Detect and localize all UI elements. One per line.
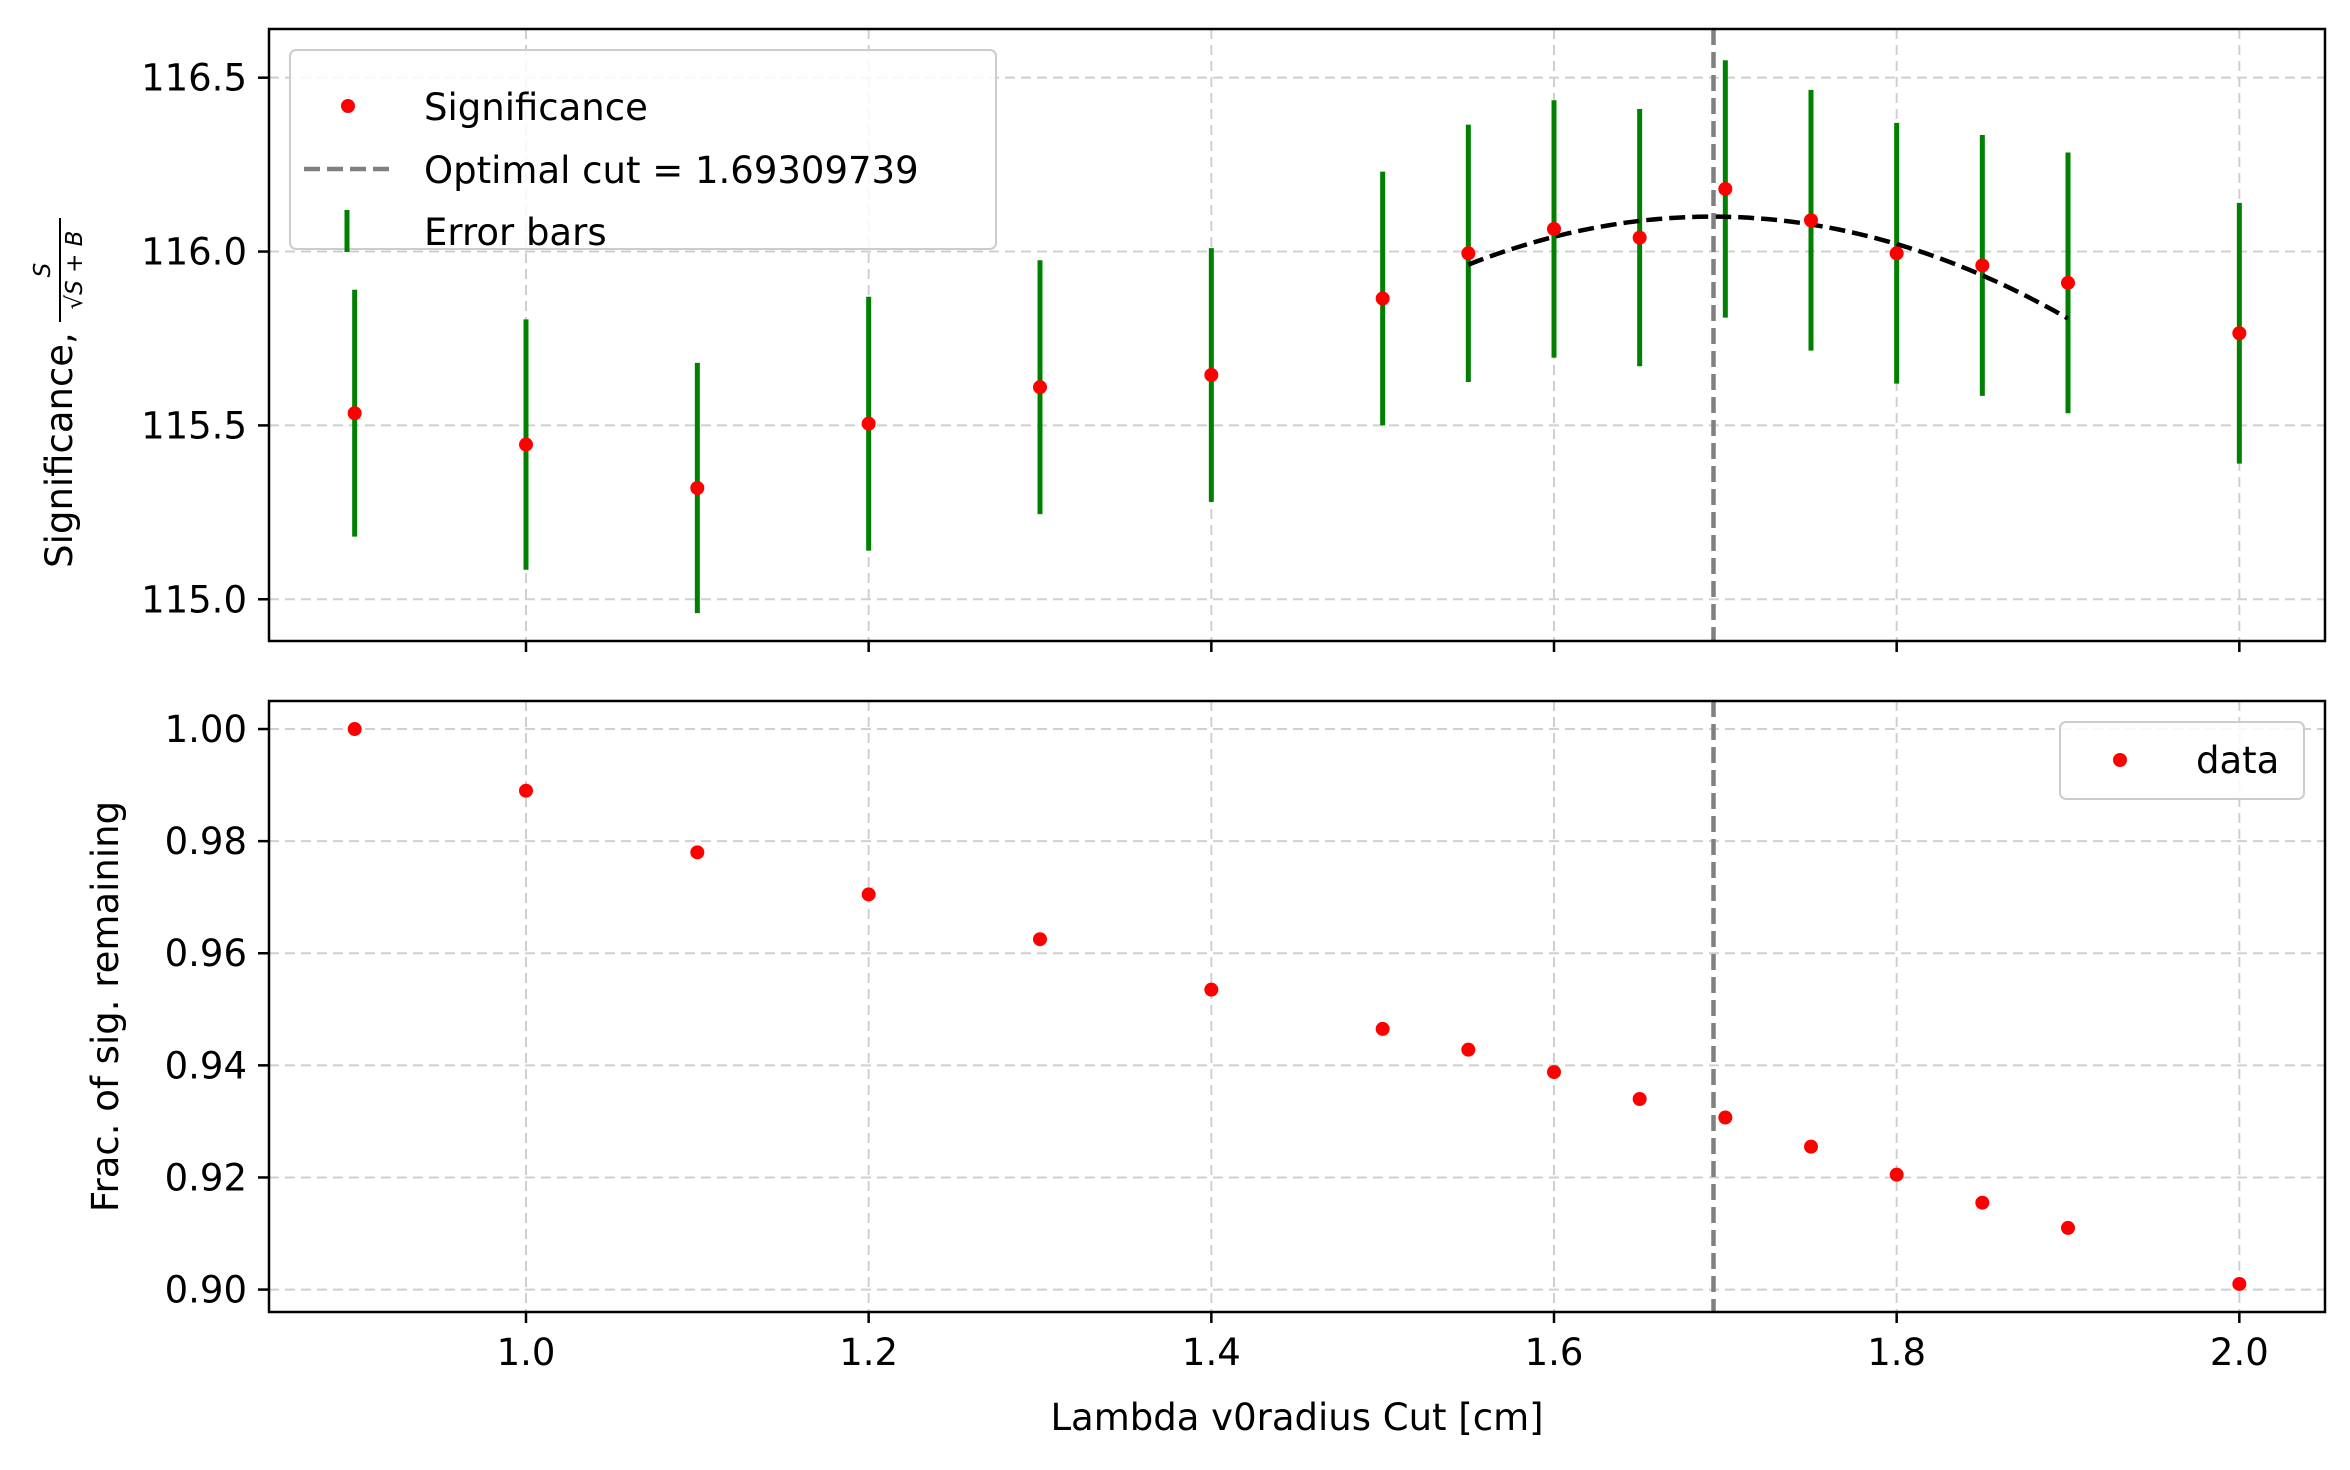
fraction-panel: 1.0 1.2 1.4 1.6 1.8 2.0 0.90 0.92 0.94 0.96 0.98 1.… — [84, 699, 2327, 1439]
data-point — [690, 481, 705, 495]
y-tick-label: 115.5 — [141, 404, 247, 447]
x-tick-label: 1.8 — [1867, 1331, 1926, 1374]
y-tick-label: 0.94 — [165, 1044, 247, 1087]
data-point — [1375, 1021, 1390, 1036]
data-point — [519, 783, 533, 798]
legend-box — [289, 49, 997, 250]
y-tick-label: 0.96 — [165, 932, 247, 975]
data-point — [347, 722, 362, 737]
x-tick-label: 2.0 — [2210, 1331, 2269, 1374]
legend-label-optimal-cut: Optimal cut = 1.69309739 — [424, 149, 919, 192]
data-point — [1033, 380, 1047, 395]
data-points — [347, 722, 2247, 1291]
data-point — [1547, 221, 1561, 236]
y-axis-label: Significance, S √S + B — [30, 218, 88, 568]
y-tick-label: 0.92 — [165, 1156, 247, 1199]
data-point — [1461, 1042, 1476, 1057]
legend-label-errorbars: Error bars — [424, 211, 607, 254]
legend: data — [2059, 721, 2305, 800]
data-point — [1975, 1195, 1990, 1210]
fit-curve — [1467, 214, 2070, 321]
data-point — [1632, 1091, 1647, 1106]
formula-denominator: √S + B — [62, 231, 88, 310]
legend: Significance Optimal cut = 1.69309739 Erro… — [289, 49, 997, 254]
data-point — [1718, 181, 1733, 196]
data-point — [1804, 1139, 1818, 1154]
legend-label-significance: Significance — [424, 86, 648, 129]
axes-frame — [267, 699, 2327, 1314]
y-axis-label: Frac. of sig. remaining — [84, 801, 127, 1212]
y-tick-label: 0.98 — [165, 820, 247, 863]
data-point — [1547, 1065, 1561, 1080]
data-point — [690, 845, 705, 860]
x-axis-label: Lambda v0radius Cut [cm] — [1050, 1396, 1543, 1439]
ticks: 1.0 1.2 1.4 1.6 1.8 2.0 0.90 0.92 0.94 0.96 0.98 1.… — [165, 708, 2269, 1374]
data-point — [2061, 1220, 2075, 1235]
legend-box — [2059, 721, 2305, 800]
data-point — [1033, 932, 1047, 947]
data-point — [2232, 326, 2247, 341]
data-point — [1204, 982, 1219, 997]
significance-panel: 115.0 115.5 116.0 116.5 Significance, S √S + B… — [30, 27, 2327, 652]
x-tick-label: 1.4 — [1182, 1331, 1241, 1374]
data-point — [519, 437, 533, 452]
ticks: 115.0 115.5 116.0 116.5 — [141, 57, 2241, 652]
y-tick-label: 1.00 — [165, 708, 247, 751]
x-tick-label: 1.2 — [839, 1331, 898, 1374]
formula-numerator: S — [30, 263, 56, 278]
data-points — [347, 181, 2247, 495]
y-tick-label: 115.0 — [141, 578, 247, 621]
data-point — [861, 416, 876, 431]
x-tick-label: 1.6 — [1525, 1331, 1584, 1374]
data-point — [861, 887, 876, 902]
grid — [269, 701, 2325, 1312]
x-tick-label: 1.0 — [497, 1331, 556, 1374]
legend-marker-significance — [341, 99, 355, 113]
data-point — [1718, 1110, 1733, 1125]
legend-label-data: data — [2196, 739, 2279, 782]
y-tick-label: 0.90 — [165, 1269, 247, 1312]
y-axis-label-text: Significance, — [38, 332, 81, 568]
y-tick-label: 116.5 — [141, 57, 247, 100]
data-point — [1804, 213, 1818, 228]
data-point — [1889, 246, 1904, 261]
data-point — [1204, 367, 1219, 382]
data-point — [1632, 230, 1647, 245]
data-point — [1889, 1167, 1904, 1182]
y-tick-label: 116.0 — [141, 231, 247, 274]
axes-frame — [267, 27, 2327, 643]
data-point — [2232, 1276, 2247, 1291]
data-point — [1461, 246, 1476, 261]
data-point — [2061, 275, 2075, 290]
data-point — [1375, 291, 1390, 306]
data-point — [347, 406, 362, 421]
legend-marker-data — [2113, 753, 2127, 767]
data-point — [1975, 258, 1990, 273]
